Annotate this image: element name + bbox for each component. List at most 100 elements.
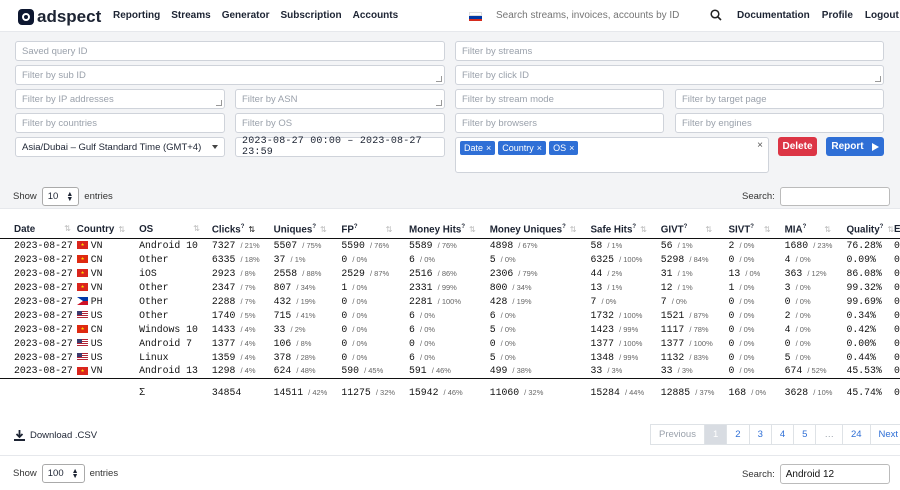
page-ellipsis: … xyxy=(815,424,843,445)
engines-filter[interactable]: Filter by engines xyxy=(675,113,884,133)
resize-handle-icon[interactable] xyxy=(436,76,442,82)
page-24[interactable]: 24 xyxy=(841,424,871,445)
table-row[interactable]: 2023-08-27 PH Other 2288 / 7% 432 / 19% 0 / 0… xyxy=(0,294,900,308)
tag-os[interactable]: OS × xyxy=(549,141,579,155)
resize-handle-icon[interactable] xyxy=(216,100,222,106)
download-csv-button[interactable]: Download .CSV xyxy=(14,430,97,441)
page-length-select-bottom[interactable]: 100 ▲ ▼ xyxy=(41,464,85,483)
cell-money-uniques: 5 / 0% xyxy=(489,323,516,335)
col-os[interactable]: OS ⇅ xyxy=(139,224,200,236)
tag-date[interactable]: Date × xyxy=(460,141,496,155)
cell-sivt: 13 / 0% xyxy=(728,267,761,279)
page-previous[interactable]: Previous xyxy=(650,424,705,445)
col-fp[interactable]: FP? ⇅ xyxy=(341,224,393,236)
date-range-input[interactable]: 2023-08-27 00:00 – 2023-08-27 23:59 xyxy=(235,136,445,158)
cell-sivt: 0 / 0% xyxy=(728,253,755,265)
page-3[interactable]: 3 xyxy=(748,424,772,445)
cell-mia: 4 / 0% xyxy=(784,253,811,265)
table-row[interactable]: 2023-08-27 ★ CN Other 6335 / 18% 37 / 1% 0 / 0… xyxy=(0,252,900,266)
cell-money-hits: 0 / 0% xyxy=(409,337,436,349)
table-search-input-bottom[interactable]: Android 12 xyxy=(779,464,890,484)
target-page-filter[interactable]: Filter by target page xyxy=(675,89,884,109)
table-row[interactable]: 2023-08-27 US Android 7 1377 / 4% 106 / 8% 0 … xyxy=(0,336,900,350)
col-givt[interactable]: GIVT? ⇅ xyxy=(660,224,713,236)
col-date[interactable]: Date ⇅ xyxy=(14,224,71,236)
browsers-filter[interactable]: Filter by browsers xyxy=(455,113,664,133)
col-quality[interactable]: Quality? ⇅ xyxy=(846,224,895,236)
nav-subscription[interactable]: Subscription xyxy=(280,10,342,21)
search-icon[interactable] xyxy=(710,9,722,21)
nav-generator[interactable]: Generator xyxy=(221,10,270,21)
nav-logout[interactable]: Logout xyxy=(864,10,899,21)
total-mia: 3628 / 10% xyxy=(770,377,833,406)
nav-profile[interactable]: Profile xyxy=(821,10,853,21)
table-row[interactable]: 2023-08-27 ★ VN Android 10 7327 / 21% 5507 / … xyxy=(0,238,900,252)
adspect-logo[interactable]: adspect xyxy=(18,7,101,27)
table-row[interactable]: 2023-08-27 ★ VN Android 13 1298 / 4% 624 / 48… xyxy=(0,364,900,378)
streams-filter[interactable]: Filter by streams xyxy=(455,41,884,61)
page-length-select[interactable]: 10 ▲ ▼ xyxy=(41,187,80,206)
cell-sivt: 0 / 0% xyxy=(728,365,755,377)
cell-os: Windows 10 xyxy=(139,323,198,335)
page-4[interactable]: 4 xyxy=(770,424,795,445)
col-money-uniques[interactable]: Money Uniques? ⇅ xyxy=(489,224,577,236)
global-search-input[interactable] xyxy=(496,10,696,21)
page-2[interactable]: 2 xyxy=(726,424,750,445)
resize-handle-icon[interactable] xyxy=(875,76,881,82)
col-money-hits[interactable]: Money Hits? ⇅ xyxy=(409,224,476,236)
cell-clicks: 6335 / 18% xyxy=(211,253,260,265)
countries-filter[interactable]: Filter by countries xyxy=(15,113,225,133)
tag-country[interactable]: Country × xyxy=(498,141,547,155)
total-row: Σ 34854 14511 / 42% 11275 / 32% 15942 / 46% 1… xyxy=(0,377,900,406)
group-by-tags[interactable]: Date × Country × OS × × xyxy=(455,137,769,173)
col-mia[interactable]: MIA? ⇅ xyxy=(784,224,831,236)
delete-button[interactable]: Delete xyxy=(778,137,817,156)
cell-quality: 86.08% xyxy=(846,267,882,279)
remove-tag-icon[interactable]: × xyxy=(536,143,543,153)
page-1[interactable]: 1 xyxy=(703,424,728,445)
cell-country: US xyxy=(73,350,125,364)
table-row[interactable]: 2023-08-27 US Other 1740 / 5% 715 / 41% 0 / 0… xyxy=(0,308,900,322)
nav-streams[interactable]: Streams xyxy=(171,10,211,21)
cell-sivt: 0 / 0% xyxy=(728,323,755,335)
table-row[interactable]: 2023-08-27 ★ CN Windows 10 1433 / 4% 33 / 2% 0… xyxy=(0,322,900,336)
total-uniques: 14511 / 42% xyxy=(259,377,328,406)
page-length-bottom: Show 100 ▲ ▼ entries xyxy=(13,464,118,483)
nav-accounts[interactable]: Accounts xyxy=(352,10,399,21)
clear-tags-icon[interactable]: × xyxy=(757,140,763,151)
cell-fp: 590 / 45% xyxy=(341,365,384,377)
col-sivt[interactable]: SIVT? ⇅ xyxy=(728,224,771,236)
remove-tag-icon[interactable]: × xyxy=(486,143,492,153)
nav-documentation[interactable]: Documentation xyxy=(737,10,810,21)
cell-money-uniques: 6 / 0% xyxy=(489,309,516,321)
cell-mia: 4 / 0% xyxy=(784,323,811,335)
ip-filter[interactable]: Filter by IP addresses xyxy=(15,89,225,109)
total-fp: 11275 / 32% xyxy=(327,377,396,406)
col-uniques[interactable]: Uniques? ⇅ xyxy=(273,224,327,236)
col-clicks[interactable]: Clicks? ⇅ xyxy=(211,224,256,236)
report-button[interactable]: Report xyxy=(826,137,884,156)
page-next[interactable]: Next xyxy=(869,424,900,445)
language-flag-icon[interactable] xyxy=(469,12,482,21)
table-row[interactable]: 2023-08-27 US Linux 1359 / 4% 378 / 28% 0 / 0… xyxy=(0,350,900,364)
table-row[interactable]: 2023-08-27 ★ VN Other 2347 / 7% 807 / 34% 1 / … xyxy=(0,280,900,294)
cell-date: 2023-08-27 xyxy=(14,253,73,265)
os-filter[interactable]: Filter by OS xyxy=(235,113,445,133)
timezone-select[interactable]: Asia/Dubai – Gulf Standard Time (GMT+4) xyxy=(15,137,225,157)
click-id-filter[interactable]: Filter by click ID xyxy=(455,65,884,85)
sub-id-filter[interactable]: Filter by sub ID xyxy=(15,65,445,85)
col-ex[interactable]: Ex xyxy=(894,224,900,236)
resize-handle-icon[interactable] xyxy=(436,100,442,106)
nav-reporting[interactable]: Reporting xyxy=(113,10,161,21)
col-country[interactable]: Country ⇅ xyxy=(76,224,126,236)
cell-os: Other xyxy=(139,253,169,265)
col-safe-hits[interactable]: Safe Hits? ⇅ xyxy=(590,224,647,236)
stream-mode-filter[interactable]: Filter by stream mode xyxy=(455,89,664,109)
page-5[interactable]: 5 xyxy=(793,424,817,445)
top-navbar: adspect Reporting Streams Generator Subs… xyxy=(0,0,900,32)
saved-query-input[interactable]: Saved query ID xyxy=(15,41,445,61)
remove-tag-icon[interactable]: × xyxy=(569,143,575,153)
table-row[interactable]: 2023-08-27 ★ VN iOS 2923 / 8% 2558 / 88% 2529 … xyxy=(0,266,900,280)
asn-filter[interactable]: Filter by ASN xyxy=(235,89,445,109)
table-search-input[interactable] xyxy=(779,187,890,206)
